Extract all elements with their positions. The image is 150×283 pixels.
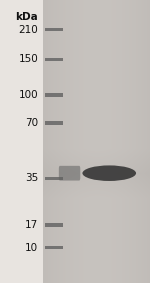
Bar	[45, 246, 63, 249]
Bar	[45, 223, 63, 227]
Bar	[45, 58, 63, 61]
Text: 10: 10	[25, 243, 38, 253]
Text: 150: 150	[18, 54, 38, 65]
Text: 35: 35	[25, 173, 38, 183]
Ellipse shape	[82, 165, 136, 181]
Bar	[45, 121, 63, 125]
Bar	[45, 28, 63, 31]
Text: 100: 100	[19, 90, 38, 100]
Text: kDa: kDa	[15, 12, 38, 22]
Bar	[45, 177, 63, 180]
FancyBboxPatch shape	[59, 166, 80, 181]
Text: 70: 70	[25, 118, 38, 128]
Bar	[45, 93, 63, 97]
Text: 210: 210	[18, 25, 38, 35]
Text: 17: 17	[25, 220, 38, 230]
